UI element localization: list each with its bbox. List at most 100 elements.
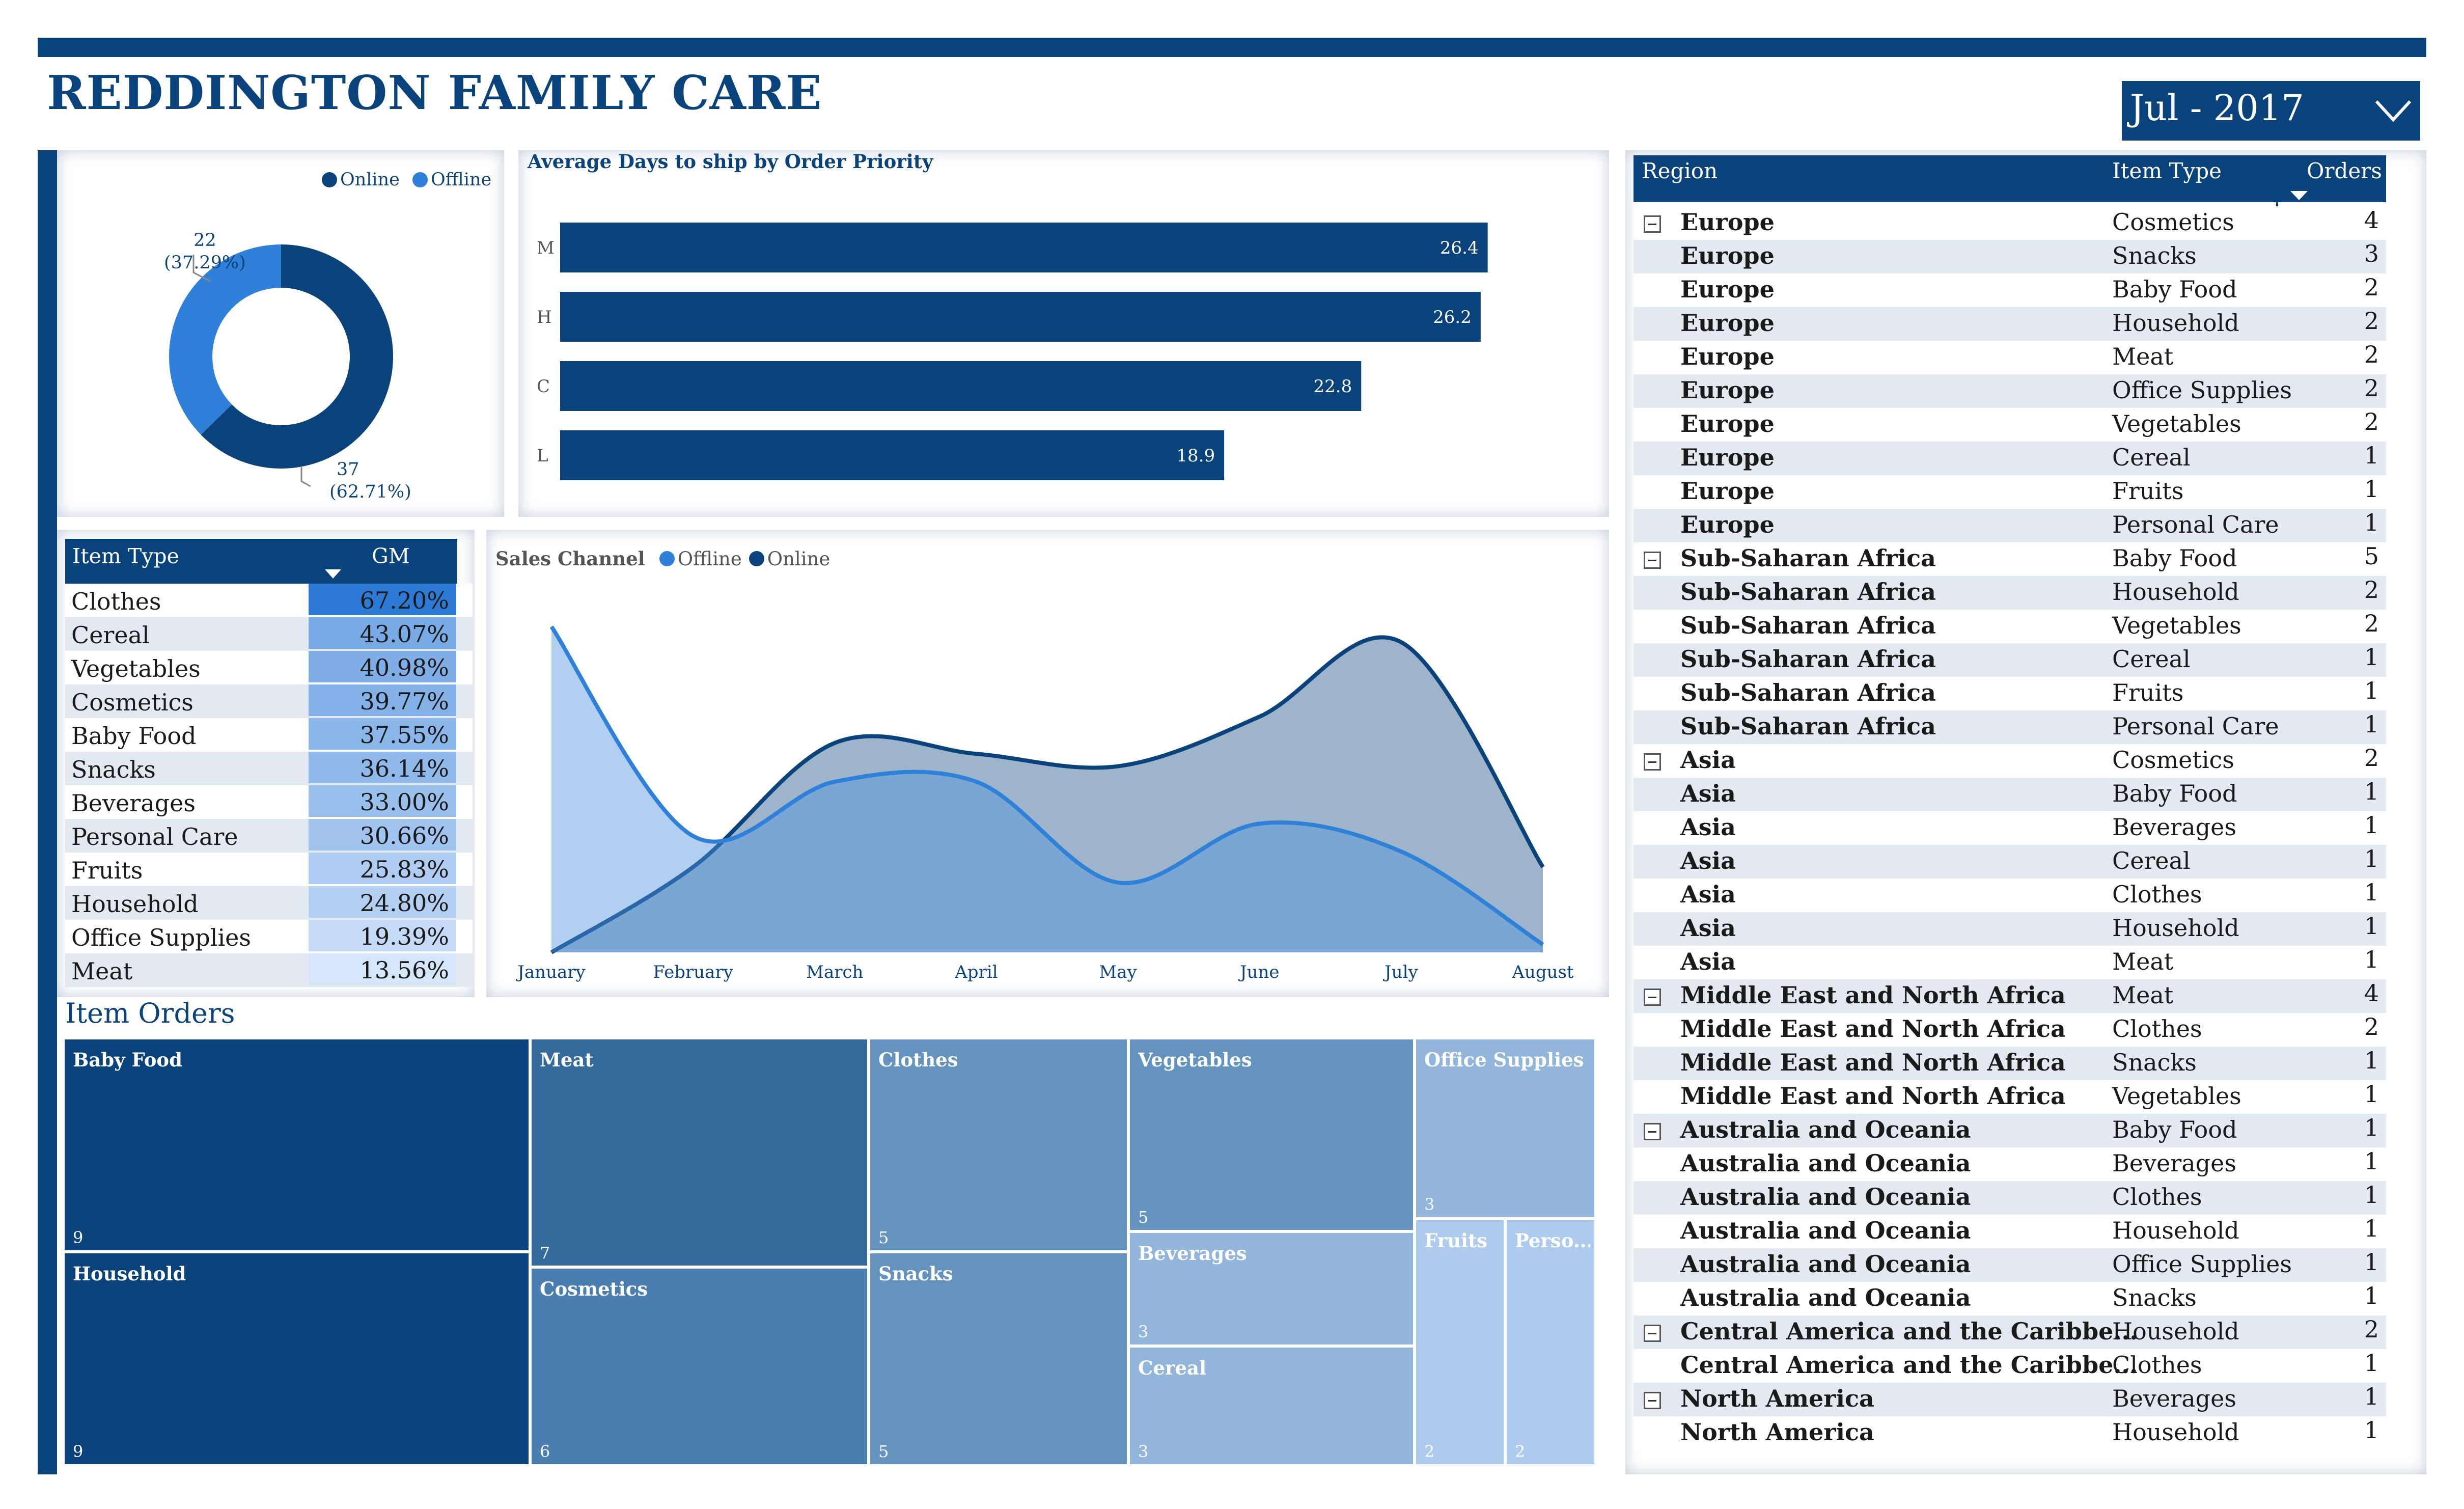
col-region[interactable]: Region: [1642, 158, 1718, 183]
table-row[interactable]: Middle East and North Africa Meat 4: [1634, 979, 2386, 1013]
table-row[interactable]: Vegetables 40.98%: [65, 651, 473, 684]
treemap-cell[interactable]: Vegetables 5: [1128, 1038, 1415, 1231]
x-tick-label: March: [806, 962, 863, 982]
sort-descending-icon[interactable]: [325, 569, 341, 580]
table-row[interactable]: North America Household 1: [1634, 1416, 2386, 1450]
table-row[interactable]: Europe Personal Care 1: [1634, 509, 2386, 542]
table-row[interactable]: Clothes 67.20%: [65, 584, 473, 617]
table-row[interactable]: Sub-Saharan Africa Cereal 1: [1634, 643, 2386, 677]
sort-descending-icon[interactable]: [2290, 191, 2308, 201]
treemap-cell[interactable]: Clothes 5: [869, 1038, 1128, 1252]
table-row[interactable]: Asia Baby Food 1: [1634, 778, 2386, 811]
region-cell: North America: [1680, 1385, 1874, 1412]
table-row[interactable]: Asia Cereal 1: [1634, 845, 2386, 879]
line-offline[interactable]: [549, 625, 1544, 947]
treemap-cell[interactable]: Meat 7: [530, 1038, 869, 1267]
treemap-cell[interactable]: Beverages 3: [1128, 1231, 1415, 1346]
table-row[interactable]: Europe Household 2: [1634, 307, 2386, 341]
table-row[interactable]: Europe Fruits 1: [1634, 475, 2386, 509]
col-item-type[interactable]: Item Type: [2112, 158, 2222, 183]
table-row[interactable]: Sub-Saharan Africa Baby Food 5: [1634, 542, 2386, 576]
area-offline[interactable]: [551, 626, 1543, 952]
table-row[interactable]: Middle East and North Africa Clothes 2: [1634, 1013, 2386, 1047]
chevron-down-icon[interactable]: [2374, 98, 2412, 124]
collapse-icon[interactable]: [1644, 989, 1661, 1006]
table-row[interactable]: Asia Household 1: [1634, 912, 2386, 946]
treemap-cell[interactable]: Office Supplies 3: [1415, 1038, 1596, 1219]
bar-H[interactable]: [560, 292, 1481, 342]
table-row[interactable]: Sub-Saharan Africa Vegetables 2: [1634, 610, 2386, 643]
table-row[interactable]: Asia Beverages 1: [1634, 811, 2386, 845]
treemap-cell-value: 2: [1424, 1442, 1435, 1461]
treemap-cell[interactable]: Household 9: [63, 1252, 530, 1466]
treemap-cell[interactable]: Cosmetics 6: [530, 1267, 869, 1466]
gm-col-gm[interactable]: GM: [372, 544, 410, 568]
collapse-icon[interactable]: [1644, 552, 1661, 569]
table-row[interactable]: Sub-Saharan Africa Household 2: [1634, 576, 2386, 610]
table-row[interactable]: Sub-Saharan Africa Fruits 1: [1634, 677, 2386, 710]
table-row[interactable]: Europe Meat 2: [1634, 341, 2386, 374]
treemap-cell[interactable]: Fruits 2: [1415, 1219, 1505, 1466]
table-row[interactable]: Cosmetics 39.77%: [65, 684, 473, 718]
table-row[interactable]: Europe Snacks 3: [1634, 240, 2386, 273]
table-row[interactable]: Australia and Oceania Beverages 1: [1634, 1147, 2386, 1181]
collapse-icon[interactable]: [1644, 1392, 1661, 1409]
treemap-cell[interactable]: Cereal 3: [1128, 1346, 1415, 1466]
gm-col-item-type[interactable]: Item Type: [72, 544, 179, 568]
col-orders[interactable]: Orders: [2307, 158, 2382, 183]
table-row[interactable]: Cereal 43.07%: [65, 617, 473, 651]
table-row[interactable]: Asia Clothes 1: [1634, 879, 2386, 912]
bar-L[interactable]: [560, 430, 1225, 480]
bar-C[interactable]: [560, 361, 1362, 411]
orders-cell: 2: [2364, 273, 2379, 301]
table-row[interactable]: Middle East and North Africa Vegetables 1: [1634, 1080, 2386, 1114]
table-row[interactable]: Australia and Oceania Baby Food 1: [1634, 1114, 2386, 1147]
table-row[interactable]: Fruits 25.83%: [65, 853, 473, 886]
treemap-cell[interactable]: Perso... 2: [1505, 1219, 1596, 1466]
donut-slice-online[interactable]: [201, 244, 393, 469]
bar-M[interactable]: [560, 223, 1488, 272]
legend-online[interactable]: Online: [322, 170, 400, 190]
table-row[interactable]: Household 24.80%: [65, 886, 473, 920]
table-row[interactable]: Meat 13.56%: [65, 953, 473, 987]
date-filter-dropdown[interactable]: Jul - 2017: [2122, 81, 2420, 141]
table-row[interactable]: Sub-Saharan Africa Personal Care 1: [1634, 710, 2386, 744]
table-row[interactable]: North America Beverages 1: [1634, 1383, 2386, 1416]
table-row[interactable]: Australia and Oceania Household 1: [1634, 1215, 2386, 1248]
area-online[interactable]: [551, 637, 1543, 952]
table-row[interactable]: Office Supplies 19.39%: [65, 920, 473, 953]
table-row[interactable]: Middle East and North Africa Snacks 1: [1634, 1047, 2386, 1080]
collapse-icon[interactable]: [1644, 1325, 1661, 1342]
table-row[interactable]: Central America and the Caribbe... Househ…: [1634, 1315, 2386, 1349]
table-row[interactable]: Australia and Oceania Snacks 1: [1634, 1282, 2386, 1315]
collapse-icon[interactable]: [1644, 1123, 1661, 1140]
legend-online-area[interactable]: Online: [749, 548, 830, 570]
item-type-cell: Clothes: [2112, 1183, 2202, 1211]
orders-cell: 1: [2364, 845, 2379, 872]
table-row[interactable]: Australia and Oceania Office Supplies 1: [1634, 1248, 2386, 1282]
legend-offline[interactable]: Offline: [412, 170, 491, 190]
table-row[interactable]: Europe Office Supplies 2: [1634, 374, 2386, 408]
region-cell: Middle East and North Africa: [1680, 981, 2066, 1009]
table-row[interactable]: Asia Cosmetics 2: [1634, 744, 2386, 778]
orders-cell: 1: [2364, 811, 2379, 839]
table-row[interactable]: Europe Cosmetics 4: [1634, 206, 2386, 240]
collapse-icon[interactable]: [1644, 215, 1661, 233]
legend-offline-area[interactable]: Offline: [659, 548, 742, 570]
table-row[interactable]: Asia Meat 1: [1634, 946, 2386, 979]
table-row[interactable]: Europe Vegetables 2: [1634, 408, 2386, 442]
table-row[interactable]: Central America and the Caribbe... Clothe…: [1634, 1349, 2386, 1383]
table-row[interactable]: Europe Cereal 1: [1634, 442, 2386, 475]
treemap-cell[interactable]: Snacks 5: [869, 1252, 1128, 1466]
collapse-icon[interactable]: [1644, 753, 1661, 771]
line-online[interactable]: [550, 635, 1545, 954]
table-row[interactable]: Europe Baby Food 2: [1634, 273, 2386, 307]
table-row[interactable]: Beverages 33.00%: [65, 785, 473, 819]
table-row[interactable]: Snacks 36.14%: [65, 752, 473, 785]
gm-cell: 30.66%: [309, 819, 456, 850]
donut-slice-offline[interactable]: [169, 244, 281, 435]
table-row[interactable]: Baby Food 37.55%: [65, 718, 473, 752]
treemap-cell[interactable]: Baby Food 9: [63, 1038, 530, 1252]
table-row[interactable]: Australia and Oceania Clothes 1: [1634, 1181, 2386, 1215]
table-row[interactable]: Personal Care 30.66%: [65, 819, 473, 853]
